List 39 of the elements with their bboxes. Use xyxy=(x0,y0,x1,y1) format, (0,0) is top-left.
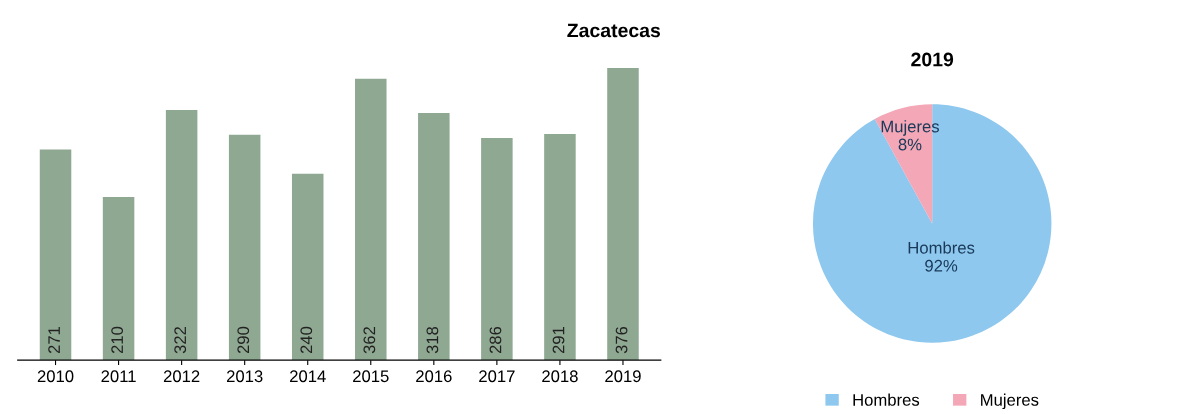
legend-label: Mujeres xyxy=(981,393,1039,410)
bar xyxy=(291,173,324,361)
x-tick-label: 2014 xyxy=(290,370,326,383)
slice-label: Mujeres xyxy=(881,120,939,136)
data-label: 290 xyxy=(237,326,250,354)
x-tick-label: 2017 xyxy=(479,370,515,383)
chart-title: 2019 xyxy=(911,52,954,67)
data-label: 92% xyxy=(925,259,958,272)
x-tick-label: 2016 xyxy=(416,370,452,383)
data-label: 286 xyxy=(489,326,502,354)
bar xyxy=(165,109,198,361)
data-label: 240 xyxy=(300,326,313,354)
bar xyxy=(228,134,261,361)
bar xyxy=(102,196,135,361)
bar xyxy=(418,113,450,361)
data-label: 210 xyxy=(111,326,124,354)
x-tick-label: 2019 xyxy=(605,370,641,383)
data-label: 322 xyxy=(174,326,187,354)
data-label: 318 xyxy=(426,326,439,354)
data-label: 8% xyxy=(898,138,922,151)
data-label: 362 xyxy=(363,326,376,354)
bar xyxy=(544,134,576,361)
pie-slice xyxy=(812,104,1052,343)
legend-label: Hombres xyxy=(853,393,920,406)
x-tick-label: 2011 xyxy=(101,370,136,383)
bar xyxy=(355,78,387,361)
data-label: 271 xyxy=(48,326,60,354)
bar xyxy=(481,137,513,361)
x-tick-label: 2018 xyxy=(542,370,578,383)
chart-title: Zacatecas xyxy=(567,23,661,38)
x-tick-label: 2010 xyxy=(37,370,74,383)
x-tick-label: 2013 xyxy=(226,370,263,383)
bar xyxy=(39,149,72,361)
data-label: 376 xyxy=(615,326,628,354)
slice-label: Hombres xyxy=(908,241,975,254)
x-tick-label: 2015 xyxy=(353,370,389,383)
bar xyxy=(607,67,639,361)
x-tick-label: 2012 xyxy=(163,370,200,383)
data-label: 291 xyxy=(552,326,565,354)
